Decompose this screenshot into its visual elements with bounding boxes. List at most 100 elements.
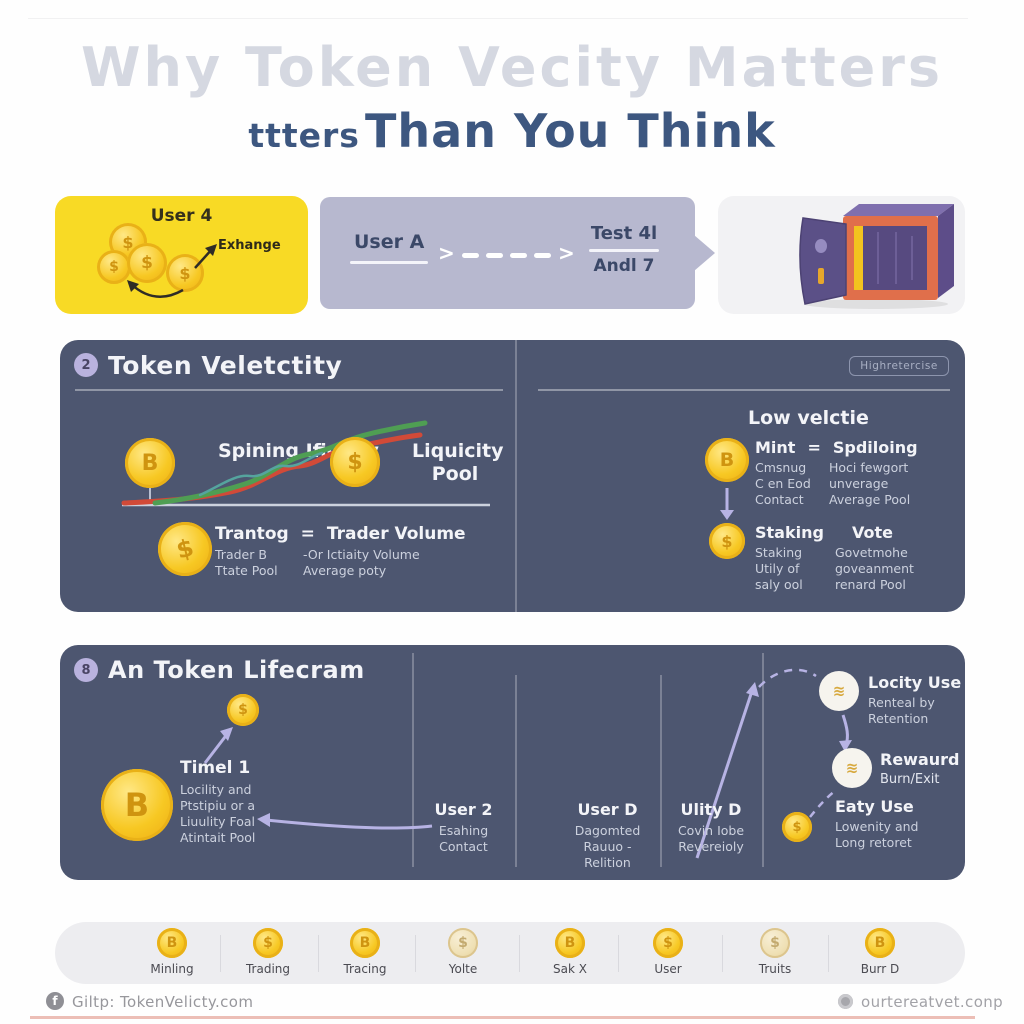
bar-coin-icon: $: [448, 928, 478, 958]
bar-item-label: Trading: [245, 962, 291, 976]
coin-glyph: $: [109, 259, 119, 275]
facebook-glyph: f: [52, 994, 58, 1008]
bar-item: B Minling: [126, 928, 218, 976]
flow-dash: [462, 253, 479, 258]
bar-coin-icon: $: [653, 928, 683, 958]
pool-line2: Pool: [431, 462, 479, 485]
dollar-coin-icon: $: [330, 437, 380, 487]
panel-divider: [515, 340, 517, 612]
stage-eaty-line: Lowenity and: [835, 819, 919, 834]
bar-item: B Burr D: [834, 928, 926, 976]
bar-separator: [415, 935, 416, 972]
lifecycle-arrows: [203, 668, 852, 859]
stage-eaty-line: Long retoret: [835, 835, 912, 850]
footer-left-link[interactable]: Giltp: TokenVelicty.com: [72, 993, 254, 1011]
bar-item-label: Tracing: [343, 962, 387, 976]
mint-right-line: Average Pool: [829, 492, 911, 507]
vote-line: Govetmohe: [835, 545, 908, 560]
user-a-underline: [350, 261, 428, 264]
eaty-coin-icon: $: [782, 812, 812, 842]
staking-coin-icon: $: [709, 523, 745, 559]
bar-item: $ Truits: [729, 928, 821, 976]
lifecycle-panel-heading: An Token Lifecram: [108, 656, 365, 684]
bitcoin-coin-icon: B: [125, 438, 175, 488]
coin-glyph: B: [141, 450, 159, 476]
stage-ulityd-line: Covin Iobe: [677, 823, 745, 838]
mint-rhs-heading: Spdiloing: [832, 438, 918, 457]
coin-icon: $: [166, 254, 204, 292]
ornament-glyph: ≋: [832, 682, 846, 700]
mint-coin-icon: B: [705, 438, 749, 482]
pool-label: Liquicity Pool: [412, 440, 504, 486]
coin-glyph: $: [263, 935, 273, 951]
staking-line: Utily of: [755, 561, 800, 576]
stage-locity-line: Retention: [868, 711, 929, 726]
mint-left-line: Contact: [755, 492, 804, 507]
footer-right-link[interactable]: ourtereatvet.conp: [861, 993, 1004, 1011]
flow-dash: [510, 253, 527, 258]
formula-rhs: Trader Volume: [326, 524, 466, 544]
bar-coin-icon: $: [760, 928, 790, 958]
coin-glyph: B: [719, 449, 735, 471]
low-velocity-heading: Low velctie: [748, 407, 869, 429]
mint-block: Mint = Spdiloing Cmsnug C en Eod Contact…: [755, 438, 918, 508]
panel-number-badge: 8: [74, 658, 98, 682]
stage-userd-heading: User D: [577, 800, 638, 819]
bar-item: $ Trading: [222, 928, 314, 976]
ornament-circle-icon: ≋: [832, 748, 872, 788]
user-a-label: User A: [354, 231, 425, 253]
panel-number-badge: 2: [74, 353, 98, 377]
staking-line: saly ool: [755, 577, 803, 592]
bar-item: B Sak X: [524, 928, 616, 976]
coin-glyph: B: [874, 935, 886, 951]
coin-glyph: B: [124, 786, 150, 824]
bar-coin-icon: B: [350, 928, 380, 958]
stage-locity-line: Renteal by: [868, 695, 935, 710]
stage-time-line: Atintait Pool: [180, 830, 256, 845]
bar-coin-icon: B: [555, 928, 585, 958]
coin-glyph: $: [792, 819, 802, 835]
flow-card: User A > > Test 4l Andl 7: [320, 197, 715, 309]
mint-left-line: C en Eod: [755, 476, 811, 491]
bar-item-label: Yolte: [448, 962, 478, 976]
bar-item: B Tracing: [319, 928, 411, 976]
formula-lhs: Trantog: [215, 524, 289, 544]
big-bitcoin-coin-icon: B: [101, 769, 173, 841]
stage-user2-line: Esahing: [438, 823, 489, 838]
coin-glyph: $: [347, 449, 363, 475]
stage-locity: Locity Use Renteal by Retention: [868, 673, 961, 727]
stage-user2-heading: User 2: [434, 800, 493, 819]
title-ghost: Why Token Vecity Matters: [80, 36, 944, 99]
chevron-right-icon: >: [558, 241, 575, 265]
bar-coin-icon: $: [253, 928, 283, 958]
fraction-bottom: Andl 7: [593, 256, 655, 276]
token-icon-bar: B Minling $ Trading B Tracing $ Yolte B …: [55, 922, 965, 984]
bar-item: $ Yolte: [417, 928, 509, 976]
facebook-icon[interactable]: f: [46, 992, 64, 1010]
title-prefix: ttters: [248, 116, 360, 155]
mint-right-line: unverage: [829, 476, 889, 491]
formula-lhs-sub1: Trader B: [215, 547, 267, 562]
coin-glyph: $: [770, 935, 780, 951]
flow-dash: [486, 253, 503, 258]
safe-illustration: [799, 204, 954, 309]
coin-glyph: $: [721, 531, 733, 551]
formula-rhs-sub2: Average poty: [303, 563, 387, 578]
mint-left-line: Cmsnug: [755, 460, 807, 475]
stage-eaty-heading: Eaty Use: [835, 797, 914, 816]
coin-glyph: $: [141, 253, 153, 273]
user4-heading: User 4: [150, 206, 213, 226]
flow-fraction: Test 4l Andl 7: [582, 223, 666, 276]
coin-icon: $: [97, 250, 131, 284]
coin-icon: $: [127, 243, 167, 283]
formula-rhs-sub1: -Or Ictiaity Volume: [303, 547, 420, 562]
vote-line: goveanment: [835, 561, 914, 576]
header-rule: [538, 389, 950, 391]
bar-coin-icon: B: [157, 928, 187, 958]
panel-divider: [762, 653, 764, 867]
stage-time-line: Ptstipiu or a: [180, 798, 256, 813]
bar-separator: [519, 935, 520, 972]
velocity-panel-heading: Token Veletctity: [108, 351, 343, 380]
title-main-text: Than You Think: [365, 104, 776, 158]
staking-vote-block: Staking Vote Staking Utily of saly ool G…: [755, 523, 914, 593]
